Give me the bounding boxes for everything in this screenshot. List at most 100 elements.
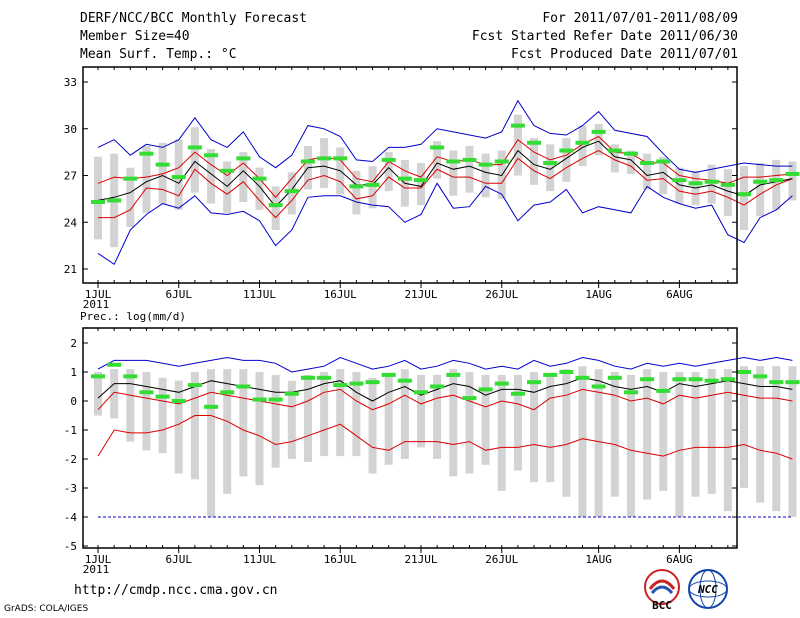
temperature-observed-marker <box>123 176 138 181</box>
temperature-spread-bar <box>368 166 377 209</box>
temperature-observed-marker <box>769 178 784 183</box>
temperature-xtick-label: 1AUG <box>585 288 612 301</box>
precipitation-spread-bar <box>659 372 668 491</box>
precipitation-spread-bar <box>691 372 700 497</box>
precipitation-observed-marker <box>171 399 186 403</box>
precipitation-spread-bar <box>433 374 442 459</box>
precipitation-xtick-label: 21JUL <box>404 553 437 566</box>
refer-date-label: Fcst Started Refer Date 2011/06/30 <box>471 29 738 44</box>
precipitation-spread-bar <box>94 372 102 416</box>
temperature-spread-bar <box>239 152 248 202</box>
temperature-observed-marker <box>737 192 751 197</box>
precipitation-observed-marker <box>220 390 235 395</box>
temperature-spread-bar <box>255 167 264 210</box>
temperature-observed-marker <box>527 140 542 145</box>
temperature-spread-bar <box>562 138 571 182</box>
precipitation-spread-bar <box>707 369 716 494</box>
temperature-spread-bar <box>740 166 748 231</box>
precipitation-observed-marker <box>607 375 622 380</box>
precipitation-max-line <box>97 356 793 373</box>
precipitation-spread-bar <box>788 366 797 517</box>
temperature-xtick-label: 26JUL <box>485 288 518 301</box>
precipitation-ytick-label: -5 <box>64 540 77 553</box>
precipitation-spread-bar <box>271 374 280 468</box>
precipitation-spread-bar <box>610 372 619 497</box>
temperature-xtick-label: 6AUG <box>666 288 693 301</box>
precipitation-observed-marker <box>381 372 396 377</box>
precipitation-observed-marker <box>187 383 202 388</box>
temperature-ytick-label: 24 <box>64 216 78 229</box>
precipitation-spread-bar <box>594 369 603 517</box>
precipitation-ytick-label: 0 <box>70 395 77 408</box>
temperature-observed-marker <box>107 198 122 203</box>
temperature-observed-marker <box>187 145 202 150</box>
temperature-spread-bar <box>643 153 652 190</box>
precipitation-spread-bar <box>207 369 216 517</box>
temperature-xtick-label: 11JUL <box>243 288 276 301</box>
precipitation-spread-bar <box>449 369 458 477</box>
precipitation-observed-marker <box>672 377 687 382</box>
temperature-spread-bar <box>530 138 539 185</box>
precipitation-xtick-label: 6AUG <box>666 553 693 566</box>
temperature-observed-marker <box>462 157 477 162</box>
temperature-xtick-label: 1JUL <box>85 288 112 301</box>
precipitation-spread-bar <box>643 369 652 500</box>
temperature-spread-bar <box>94 156 102 240</box>
precipitation-spread-bar <box>223 369 232 494</box>
temperature-spread-bar <box>126 167 135 227</box>
precipitation-spread-bar <box>303 374 312 462</box>
precipitation-observed-marker <box>300 375 315 380</box>
precipitation-observed-marker <box>462 396 477 401</box>
ncc-logo-text: NCC <box>697 583 718 596</box>
precipitation-lower_pct-line <box>97 415 793 460</box>
precipitation-observed-marker <box>575 375 590 380</box>
precipitation-panel: 2 1 0 -1 -2 -3 -4 -5 1JUL 6JUL 11JUL 16JUL 21JUL 26JU… <box>64 310 800 576</box>
temperature-spread-bar <box>190 127 199 193</box>
precipitation-spread-bar <box>497 374 506 491</box>
precipitation-spread-bar <box>400 369 409 459</box>
temperature-observed-marker <box>430 145 445 150</box>
precipitation-spread-bar <box>465 372 474 474</box>
temperature-observed-marker <box>543 161 558 166</box>
source-url[interactable]: http://cmdp.ncc.cma.gov.cn <box>74 583 278 598</box>
precipitation-observed-marker <box>494 381 509 386</box>
member-size-label: Member Size=40 <box>80 29 190 44</box>
precipitation-spread-bar <box>675 372 684 517</box>
temperature-year-label: 2011 <box>83 298 110 311</box>
precipitation-spread-bar <box>417 374 425 448</box>
temperature-observed-marker <box>155 162 170 167</box>
temperature-observed-marker <box>559 148 574 153</box>
temperature-ytick-label: 21 <box>64 263 77 276</box>
precipitation-spread-bar <box>562 369 571 497</box>
precipitation-observed-marker <box>623 390 638 395</box>
temperature-xtick-label: 6JUL <box>166 288 193 301</box>
temperature-spread-bar <box>384 152 393 192</box>
precipitation-spread-bar <box>740 366 748 488</box>
temperature-spread-bar <box>675 167 684 204</box>
temperature-spread-bar <box>433 141 442 179</box>
temperature-observed-marker <box>333 156 348 161</box>
temperature-spread-bar <box>481 153 490 198</box>
temperature-ytick-label: 33 <box>64 76 77 89</box>
temperature-spread-bar <box>449 150 458 196</box>
temperature-observed-marker <box>349 184 364 189</box>
temperature-observed-marker <box>720 182 735 187</box>
precipitation-xtick-label: 11JUL <box>243 553 276 566</box>
temperature-upper_pct-line <box>97 135 793 199</box>
temperature-observed-marker <box>91 199 105 204</box>
temperature-observed-marker <box>284 189 299 194</box>
temperature-spread-bar <box>158 142 167 204</box>
temperature-spread-bar <box>513 114 522 176</box>
temperature-observed-marker <box>204 153 219 158</box>
precipitation-spread-bar <box>320 372 329 457</box>
temperature-spread-bar <box>707 164 716 204</box>
precipitation-observed-marker <box>430 384 445 389</box>
precipitation-ytick-label: -1 <box>64 424 77 437</box>
temperature-spread-bar <box>723 169 732 217</box>
precipitation-observed-marker <box>510 391 525 396</box>
temperature-spread-bar <box>578 125 587 167</box>
precipitation-ytick-label: 2 <box>70 337 77 350</box>
temperature-spread-bar <box>142 145 151 213</box>
precipitation-spread-bar <box>352 372 361 457</box>
